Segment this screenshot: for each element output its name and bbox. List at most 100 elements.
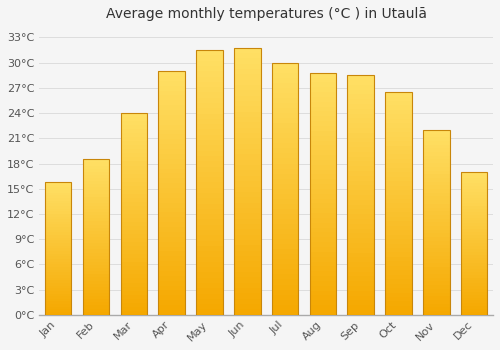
Bar bbox=[45, 299, 72, 301]
Bar bbox=[310, 242, 336, 247]
Bar bbox=[158, 227, 185, 232]
Bar bbox=[158, 271, 185, 276]
Bar bbox=[83, 222, 110, 225]
Bar bbox=[272, 144, 298, 148]
Bar bbox=[310, 271, 336, 276]
Bar bbox=[272, 280, 298, 285]
Bar bbox=[196, 61, 222, 66]
Bar bbox=[45, 246, 72, 248]
Bar bbox=[45, 187, 72, 190]
Bar bbox=[234, 203, 260, 208]
Bar bbox=[272, 300, 298, 305]
Bar bbox=[234, 144, 260, 149]
Bar bbox=[83, 206, 110, 209]
Bar bbox=[158, 241, 185, 246]
Bar bbox=[234, 256, 260, 261]
Bar bbox=[386, 92, 412, 315]
Bar bbox=[423, 304, 450, 307]
Bar bbox=[423, 200, 450, 204]
Bar bbox=[386, 159, 412, 163]
Bar bbox=[386, 261, 412, 266]
Bar bbox=[423, 160, 450, 163]
Bar bbox=[120, 210, 147, 214]
Bar bbox=[348, 152, 374, 157]
Bar bbox=[423, 248, 450, 252]
Bar bbox=[158, 139, 185, 144]
Bar bbox=[158, 134, 185, 139]
Bar bbox=[348, 286, 374, 291]
Bar bbox=[120, 271, 147, 274]
Bar bbox=[348, 90, 374, 95]
Bar bbox=[461, 172, 487, 175]
Bar bbox=[423, 285, 450, 289]
Bar bbox=[386, 190, 412, 195]
Bar bbox=[348, 205, 374, 209]
Bar bbox=[120, 117, 147, 121]
Bar bbox=[310, 179, 336, 184]
Bar bbox=[234, 58, 260, 64]
Bar bbox=[423, 263, 450, 267]
Bar bbox=[310, 213, 336, 218]
Bar bbox=[348, 138, 374, 142]
Bar bbox=[234, 272, 260, 277]
Title: Average monthly temperatures (°C ) in Utaulā: Average monthly temperatures (°C ) in Ut… bbox=[106, 7, 426, 21]
Bar bbox=[234, 48, 260, 315]
Bar bbox=[310, 83, 336, 87]
Bar bbox=[196, 235, 222, 241]
Bar bbox=[234, 90, 260, 96]
Bar bbox=[120, 194, 147, 198]
Bar bbox=[196, 251, 222, 257]
Bar bbox=[461, 195, 487, 198]
Bar bbox=[386, 195, 412, 199]
Bar bbox=[310, 290, 336, 295]
Bar bbox=[423, 296, 450, 300]
Bar bbox=[348, 224, 374, 229]
Bar bbox=[196, 145, 222, 150]
Bar bbox=[348, 94, 374, 99]
Bar bbox=[158, 261, 185, 266]
Bar bbox=[423, 293, 450, 296]
Bar bbox=[45, 288, 72, 291]
Bar bbox=[120, 222, 147, 226]
Bar bbox=[234, 74, 260, 79]
Bar bbox=[196, 161, 222, 167]
Bar bbox=[461, 275, 487, 278]
Bar bbox=[45, 230, 72, 232]
Bar bbox=[120, 198, 147, 202]
Bar bbox=[348, 209, 374, 214]
Bar bbox=[196, 172, 222, 177]
Bar bbox=[120, 262, 147, 266]
Bar bbox=[461, 172, 487, 315]
Bar bbox=[348, 310, 374, 315]
Bar bbox=[461, 306, 487, 309]
Bar bbox=[348, 233, 374, 238]
Bar bbox=[386, 97, 412, 101]
Bar bbox=[386, 239, 412, 244]
Bar bbox=[83, 293, 110, 296]
Bar bbox=[45, 251, 72, 254]
Bar bbox=[423, 178, 450, 182]
Bar bbox=[234, 165, 260, 170]
Bar bbox=[196, 108, 222, 114]
Bar bbox=[310, 305, 336, 310]
Bar bbox=[310, 198, 336, 203]
Bar bbox=[461, 266, 487, 269]
Bar bbox=[158, 208, 185, 212]
Bar bbox=[423, 215, 450, 219]
Bar bbox=[386, 226, 412, 230]
Bar bbox=[83, 187, 110, 190]
Bar bbox=[120, 161, 147, 166]
Bar bbox=[461, 198, 487, 201]
Bar bbox=[158, 91, 185, 96]
Bar bbox=[310, 232, 336, 237]
Bar bbox=[158, 178, 185, 183]
Bar bbox=[45, 275, 72, 278]
Bar bbox=[310, 276, 336, 281]
Bar bbox=[272, 93, 298, 98]
Bar bbox=[461, 229, 487, 232]
Bar bbox=[158, 286, 185, 290]
Bar bbox=[83, 278, 110, 281]
Bar bbox=[348, 176, 374, 181]
Bar bbox=[348, 80, 374, 85]
Bar bbox=[45, 248, 72, 251]
